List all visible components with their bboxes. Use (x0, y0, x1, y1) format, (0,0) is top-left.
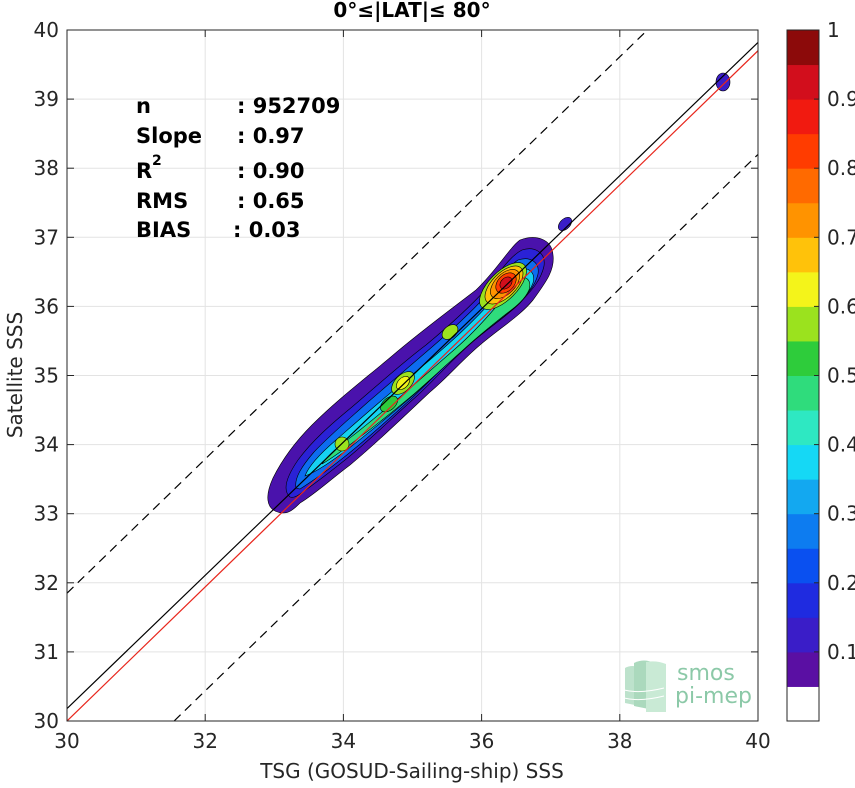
x-tick-label: 30 (54, 729, 79, 753)
x-axis-label: TSG (GOSUD-Sailing-ship) SSS (259, 759, 564, 783)
y-tick-label: 30 (34, 709, 59, 733)
colorbar-tick-label: 0.6 (827, 294, 855, 318)
density-peak-34-6 (380, 395, 398, 413)
reference-lines (67, 30, 758, 721)
stat-rms-value: : 0.65 (237, 189, 305, 213)
colorbar-segment (787, 410, 819, 446)
x-tick-label: 34 (331, 729, 356, 753)
density-blob-37 (558, 217, 572, 231)
logo-text-line1: smos (677, 661, 735, 686)
y-axis-ticks: 30 31 32 33 34 35 36 37 38 39 40 (34, 18, 758, 733)
lower-bound-line (173, 153, 758, 721)
grid-lines (67, 30, 758, 721)
stat-n-label: n (136, 94, 151, 118)
colorbar-tick-label: 0.3 (827, 502, 855, 526)
colorbar-segment (787, 30, 819, 66)
stat-bias-value: : 0.03 (233, 218, 301, 242)
colorbar-tick-label: 0.4 (827, 433, 855, 457)
colorbar-segment (787, 582, 819, 618)
regression-line (67, 50, 758, 721)
chart-title: 0°≤|LAT|≤ 80° (333, 0, 490, 22)
y-axis-label: Satellite SSS (3, 312, 27, 438)
colorbar-segment (787, 168, 819, 204)
stat-slope-label: Slope (136, 124, 202, 148)
colorbar-segment (787, 513, 819, 549)
stat-rms-label: RMS (136, 189, 188, 213)
density-peak-36-e (499, 276, 513, 290)
stat-r2-value: : 0.90 (237, 159, 305, 183)
colorbar-segment (787, 479, 819, 515)
density-peak-34-9-core (396, 376, 410, 390)
stat-n-value: : 952709 (237, 94, 340, 118)
x-tick-label: 36 (469, 729, 494, 753)
colorbar-ticks: 0.1 0.2 0.3 0.4 0.5 0.6 0.7 0.8 0.9 1 (814, 18, 855, 664)
colorbar-segment (787, 64, 819, 100)
colorbar-segment (787, 617, 819, 653)
identity-line (67, 42, 758, 709)
colorbar-segment (787, 686, 819, 722)
colorbar-segment (787, 375, 819, 411)
colorbar-tick-label: 0.9 (827, 87, 855, 111)
y-tick-label: 37 (34, 225, 59, 249)
colorbar-tick-label: 0.5 (827, 364, 855, 388)
colorbar-segment (787, 271, 819, 307)
stat-bias-label: BIAS (136, 218, 191, 242)
colorbar-segment (787, 444, 819, 480)
y-tick-label: 39 (34, 87, 59, 111)
y-tick-label: 33 (34, 502, 59, 526)
y-tick-label: 40 (34, 18, 59, 42)
colorbar-segment (787, 237, 819, 273)
logo-text-line2: pi-mep (675, 684, 752, 709)
colorbar-segment (787, 99, 819, 135)
y-tick-label: 34 (34, 433, 59, 457)
x-tick-label: 32 (192, 729, 217, 753)
x-tick-label: 40 (745, 729, 770, 753)
colorbar-segment (787, 306, 819, 342)
y-tick-label: 31 (34, 640, 59, 664)
y-tick-label: 32 (34, 571, 59, 595)
colorbar-tick-label: 0.7 (827, 225, 855, 249)
stat-slope-value: : 0.97 (237, 124, 305, 148)
colorbar-tick-label: 0.8 (827, 156, 855, 180)
y-tick-label: 38 (34, 156, 59, 180)
x-axis-ticks: 30 32 34 36 38 40 (54, 30, 771, 753)
y-tick-label: 36 (34, 294, 59, 318)
stat-r2-superscript: 2 (152, 153, 162, 169)
x-tick-label: 38 (607, 729, 632, 753)
colorbar-segment (787, 133, 819, 169)
colorbar-tick-label: 1 (827, 18, 840, 42)
stat-r2-label: R (136, 159, 152, 183)
colorbar (787, 30, 819, 722)
colorbar-segment (787, 548, 819, 584)
colorbar-tick-label: 0.1 (827, 640, 855, 664)
density-blob-39 (715, 72, 731, 92)
colorbar-segment (787, 651, 819, 687)
logo-mark-icon (623, 660, 666, 712)
y-tick-label: 35 (34, 364, 59, 388)
colorbar-segment (787, 202, 819, 238)
colorbar-tick-label: 0.2 (827, 571, 855, 595)
stats-annotation: n : 952709 Slope : 0.97 R 2 : 0.90 RMS :… (136, 94, 340, 242)
smos-pi-mep-logo: smos pi-mep (623, 660, 752, 712)
colorbar-segment (787, 340, 819, 376)
